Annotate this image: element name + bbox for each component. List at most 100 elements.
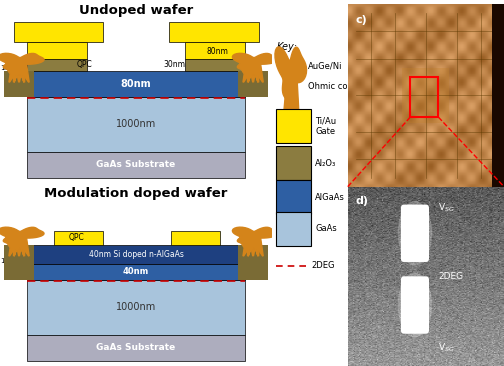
FancyBboxPatch shape (276, 146, 310, 180)
FancyBboxPatch shape (491, 4, 504, 187)
FancyBboxPatch shape (27, 42, 87, 59)
Polygon shape (10, 238, 19, 256)
Polygon shape (283, 60, 291, 124)
Text: 10nm: 10nm (0, 258, 26, 264)
Polygon shape (19, 238, 29, 256)
Polygon shape (9, 64, 19, 82)
FancyBboxPatch shape (4, 71, 34, 97)
Text: 40nm Si doped n-AlGaAs: 40nm Si doped n-AlGaAs (89, 250, 183, 259)
Polygon shape (232, 227, 278, 249)
FancyBboxPatch shape (185, 59, 245, 71)
Polygon shape (253, 238, 263, 256)
FancyBboxPatch shape (27, 71, 245, 97)
Polygon shape (253, 238, 259, 256)
Polygon shape (19, 64, 29, 82)
FancyBboxPatch shape (27, 335, 245, 361)
Polygon shape (0, 53, 44, 75)
Text: 30nm: 30nm (163, 60, 185, 70)
Polygon shape (251, 64, 258, 82)
Polygon shape (251, 238, 258, 256)
Polygon shape (291, 60, 294, 124)
Text: AlGaAs: AlGaAs (315, 193, 345, 202)
Text: AuGe/Ni: AuGe/Ni (308, 61, 343, 70)
Polygon shape (249, 238, 253, 256)
Polygon shape (169, 22, 259, 42)
Polygon shape (243, 64, 253, 82)
Text: V$_{SG}$: V$_{SG}$ (438, 202, 455, 214)
Polygon shape (14, 64, 21, 82)
Polygon shape (19, 238, 25, 256)
Polygon shape (19, 238, 23, 256)
Text: 80nm: 80nm (121, 79, 151, 89)
Polygon shape (13, 238, 19, 256)
Polygon shape (18, 64, 24, 82)
Polygon shape (232, 53, 278, 75)
Text: 2DEG: 2DEG (438, 272, 464, 281)
Polygon shape (243, 238, 253, 256)
Polygon shape (253, 64, 263, 82)
Polygon shape (19, 64, 25, 82)
Polygon shape (253, 238, 257, 256)
FancyBboxPatch shape (238, 245, 268, 280)
Polygon shape (9, 238, 19, 256)
Polygon shape (10, 64, 19, 82)
Polygon shape (253, 64, 257, 82)
Polygon shape (253, 64, 263, 82)
Text: Modulation doped wafer: Modulation doped wafer (44, 187, 228, 200)
Text: Ohmic contacts: Ohmic contacts (308, 82, 373, 91)
Text: 80nm: 80nm (207, 47, 229, 56)
Polygon shape (14, 238, 21, 256)
FancyBboxPatch shape (171, 231, 220, 245)
FancyBboxPatch shape (402, 68, 449, 123)
Polygon shape (19, 64, 23, 82)
Polygon shape (253, 64, 259, 82)
FancyBboxPatch shape (401, 205, 429, 262)
FancyBboxPatch shape (238, 71, 268, 97)
Text: 10nm: 10nm (0, 66, 26, 71)
Polygon shape (291, 60, 299, 124)
Polygon shape (243, 64, 253, 82)
Polygon shape (247, 238, 253, 256)
Text: QPC: QPC (69, 234, 84, 242)
Polygon shape (14, 22, 103, 42)
Polygon shape (243, 238, 253, 256)
FancyBboxPatch shape (4, 245, 34, 280)
FancyBboxPatch shape (276, 180, 310, 214)
Text: 1000nm: 1000nm (116, 302, 156, 313)
Polygon shape (13, 64, 19, 82)
Polygon shape (248, 238, 255, 256)
Polygon shape (249, 64, 253, 82)
FancyBboxPatch shape (185, 42, 245, 59)
Text: 1000nm: 1000nm (116, 119, 156, 130)
FancyBboxPatch shape (27, 97, 245, 152)
Text: GaAs Substrate: GaAs Substrate (96, 160, 176, 169)
Text: GaAs: GaAs (315, 224, 337, 234)
Text: Undoped wafer: Undoped wafer (79, 4, 193, 17)
Text: 2DEG: 2DEG (311, 261, 335, 270)
Text: Al₂O₃: Al₂O₃ (315, 158, 336, 168)
FancyBboxPatch shape (27, 245, 245, 264)
Polygon shape (18, 238, 24, 256)
Polygon shape (248, 64, 255, 82)
FancyBboxPatch shape (27, 264, 245, 280)
Ellipse shape (398, 273, 432, 337)
Text: d): d) (356, 195, 368, 206)
Polygon shape (0, 227, 44, 249)
Polygon shape (286, 60, 291, 124)
FancyBboxPatch shape (27, 152, 245, 178)
FancyBboxPatch shape (27, 280, 245, 335)
FancyBboxPatch shape (401, 276, 429, 334)
Polygon shape (291, 60, 297, 124)
FancyBboxPatch shape (27, 59, 87, 71)
Polygon shape (289, 60, 292, 124)
Polygon shape (275, 47, 306, 119)
Text: 40nm: 40nm (123, 267, 149, 276)
FancyBboxPatch shape (276, 109, 310, 143)
Ellipse shape (398, 201, 432, 266)
Text: QPC: QPC (77, 60, 92, 70)
FancyBboxPatch shape (54, 231, 103, 245)
Polygon shape (253, 238, 263, 256)
Text: Ti/Au
Gate: Ti/Au Gate (315, 116, 336, 136)
Polygon shape (19, 238, 29, 256)
Text: GaAs Substrate: GaAs Substrate (96, 343, 176, 352)
